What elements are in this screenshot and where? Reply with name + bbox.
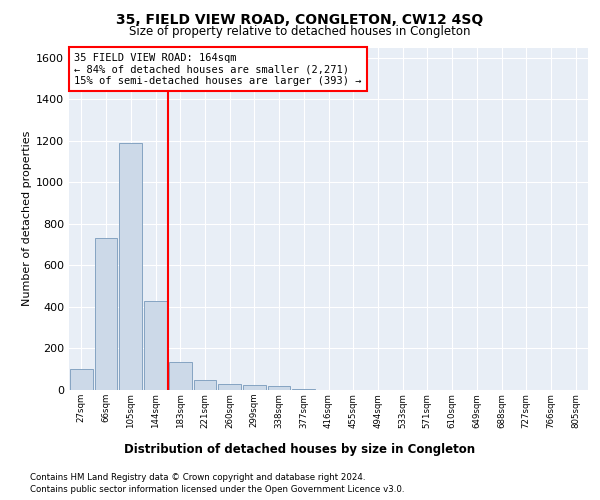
Text: Contains public sector information licensed under the Open Government Licence v3: Contains public sector information licen… xyxy=(30,485,404,494)
Bar xyxy=(144,300,167,390)
Text: Distribution of detached houses by size in Congleton: Distribution of detached houses by size … xyxy=(124,442,476,456)
Text: Size of property relative to detached houses in Congleton: Size of property relative to detached ho… xyxy=(129,25,471,38)
Bar xyxy=(268,386,290,390)
Bar xyxy=(70,369,93,390)
Bar xyxy=(194,380,216,390)
Bar xyxy=(243,385,266,390)
Bar xyxy=(292,389,315,390)
Bar xyxy=(95,238,118,390)
Y-axis label: Number of detached properties: Number of detached properties xyxy=(22,131,32,306)
Text: 35, FIELD VIEW ROAD, CONGLETON, CW12 4SQ: 35, FIELD VIEW ROAD, CONGLETON, CW12 4SQ xyxy=(116,12,484,26)
Bar xyxy=(169,362,191,390)
Bar xyxy=(218,384,241,390)
Text: 35 FIELD VIEW ROAD: 164sqm
← 84% of detached houses are smaller (2,271)
15% of s: 35 FIELD VIEW ROAD: 164sqm ← 84% of deta… xyxy=(74,52,362,86)
Text: Contains HM Land Registry data © Crown copyright and database right 2024.: Contains HM Land Registry data © Crown c… xyxy=(30,472,365,482)
Bar xyxy=(119,143,142,390)
